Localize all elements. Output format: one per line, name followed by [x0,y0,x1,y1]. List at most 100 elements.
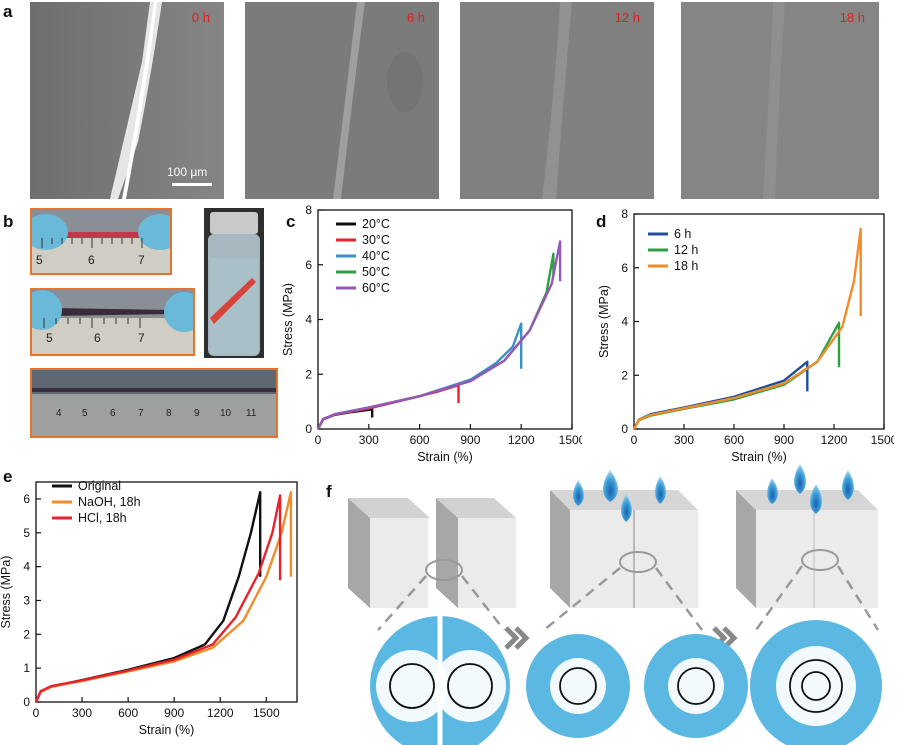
stretch-photo-3: 4 5 6 7 8 9 10 11 [30,368,278,438]
panel-label-d: d [596,212,607,231]
y-axis-label: Stress (MPa) [598,285,611,358]
series-line-2 [632,227,862,430]
ruler-num: 5 [36,253,43,267]
time-label-0h: 0 h [191,10,210,25]
ruler-num: 7 [138,331,145,345]
y-tick-label: 6 [305,258,312,272]
x-tick-label: 0 [631,433,638,447]
x-tick-label: 1200 [207,706,234,720]
legend-label: 18 h [674,259,698,273]
panel-label-c: c [286,212,296,231]
legend-label: 30°C [362,233,390,247]
x-tick-label: 900 [460,433,480,447]
chart-stress-strain-temperature: 0 300 600 900 1200 1500 0 2 4 6 8 Strain (%) Stress … [282,203,582,464]
vial-photo [204,208,264,358]
ruler-num: 4 [56,408,62,419]
legend-label: Original [78,479,121,493]
legend-label: 20°C [362,217,390,231]
x-tick-label: 600 [410,433,430,447]
x-tick-label: 1200 [821,433,848,447]
x-tick-label: 900 [164,706,184,720]
ruler-num: 5 [82,408,88,419]
x-tick-label: 1500 [871,433,894,447]
y-tick-label: 5 [23,526,30,540]
y-tick-label: 2 [305,367,312,381]
legend-label: NaOH, 18h [78,495,141,509]
legend-label: 40°C [362,249,390,263]
network-structure [389,659,843,713]
chart-stress-strain-time: 0 300 600 900 1200 1500 0 2 4 6 8 Strain (%) Stress … [598,207,894,464]
sem-image-18h: 18 h [681,2,879,199]
y-tick-label: 4 [305,313,312,327]
x-tick-label: 1500 [253,706,280,720]
x-tick-label: 300 [674,433,694,447]
panel-label-b: b [3,212,14,231]
y-tick-label: 2 [621,368,628,382]
x-tick-label: 300 [359,433,379,447]
series-line-3 [316,252,555,430]
x-tick-label: 900 [774,433,794,447]
ruler-num: 6 [110,408,116,419]
zoom-lines [377,565,880,631]
ruler-num: 8 [166,408,172,419]
y-tick-label: 8 [305,203,312,217]
time-label-18h: 18 h [839,10,865,25]
ruler-num: 6 [88,253,95,267]
block-stage-1 [348,498,516,608]
legend-label: HCl, 18h [78,511,127,525]
water-drop-icon [573,464,854,522]
y-tick-label: 8 [621,207,628,221]
legend-label: 50°C [362,265,390,279]
y-tick-label: 6 [621,261,628,275]
time-label-6h: 6 h [406,10,425,25]
y-axis-label: Stress (MPa) [0,556,13,629]
y-tick-label: 0 [305,422,312,436]
plot-frame [35,481,298,703]
sem-image-12h: 12 h [460,2,654,199]
x-tick-label: 600 [118,706,138,720]
ruler-num: 7 [138,408,144,419]
ruler-num: 9 [194,408,200,419]
time-label-12h: 12 h [614,10,640,25]
series-line-2 [34,494,282,703]
legend-label: 12 h [674,243,698,257]
x-tick-label: 300 [72,706,92,720]
series-line-0 [632,360,809,430]
y-tick-label: 2 [23,627,30,641]
x-tick-label: 600 [724,433,744,447]
y-tick-label: 1 [23,661,30,675]
x-axis-label: Strain (%) [731,450,787,464]
y-tick-label: 4 [23,560,30,574]
plot-frame [633,213,885,430]
x-tick-label: 0 [33,706,40,720]
y-tick-label: 0 [621,422,628,436]
series-line-0 [34,491,262,703]
x-tick-label: 1500 [559,433,582,447]
ruler-num: 7 [138,253,145,267]
y-tick-label: 0 [23,695,30,709]
x-axis-label: Strain (%) [417,450,473,464]
block-stage-3 [736,490,878,608]
legend-label: 60°C [362,281,390,295]
y-tick-label: 6 [23,492,30,506]
ruler-num: 10 [220,408,232,419]
scale-bar-label: 100 μm [167,165,208,179]
ruler-num: 11 [246,408,257,419]
y-axis-label: Stress (MPa) [282,283,295,356]
scale-bar [172,183,212,186]
sem-image-6h: 6 h [245,2,439,199]
self-healing-schematic [348,464,882,745]
stretch-photo-1: 5 6 7 [30,208,172,275]
molecular-circle [370,616,882,745]
panel-label-a: a [3,2,13,21]
y-tick-label: 4 [621,315,628,329]
series-line-4 [316,240,562,430]
stretch-photo-2: 5 6 7 [30,288,195,356]
x-axis-label: Strain (%) [139,723,195,737]
legend-label: 6 h [674,227,691,241]
chart-stress-strain-acid-base: 0 300 600 900 1200 1500 0 1 2 3 4 5 6 Strain (%) Stres… [0,479,298,737]
panel-label-e: e [3,467,13,486]
panel-label-f: f [326,482,332,501]
sem-image-0h: 0 h 100 μm [30,2,224,199]
x-tick-label: 1200 [508,433,535,447]
